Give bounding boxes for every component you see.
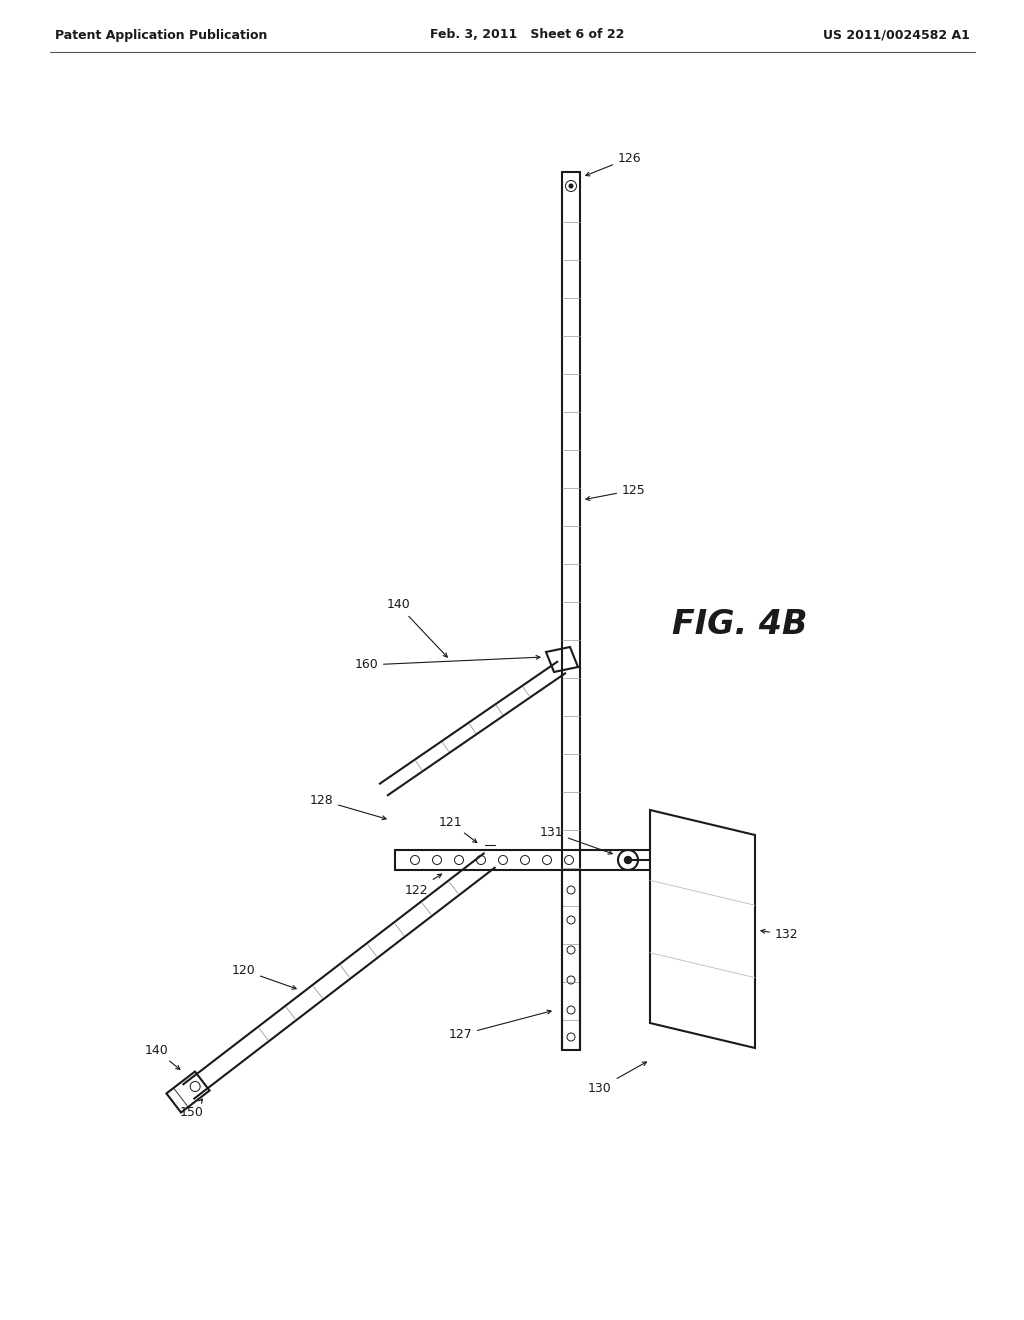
Text: 160: 160 [354, 656, 540, 672]
Text: Feb. 3, 2011   Sheet 6 of 22: Feb. 3, 2011 Sheet 6 of 22 [430, 29, 625, 41]
Text: 140: 140 [144, 1044, 180, 1069]
Text: 126: 126 [586, 152, 642, 176]
Text: Patent Application Publication: Patent Application Publication [55, 29, 267, 41]
Circle shape [625, 857, 632, 863]
Text: 125: 125 [586, 483, 646, 500]
Text: 121: 121 [438, 816, 477, 842]
Text: 140: 140 [386, 598, 447, 657]
Text: US 2011/0024582 A1: US 2011/0024582 A1 [823, 29, 970, 41]
Text: FIG. 4B: FIG. 4B [672, 609, 808, 642]
Text: 150: 150 [180, 1100, 204, 1118]
Text: 131: 131 [540, 825, 612, 854]
Text: 128: 128 [309, 793, 386, 820]
Circle shape [569, 185, 572, 187]
Text: 120: 120 [231, 964, 296, 989]
Text: 130: 130 [588, 1063, 646, 1094]
Text: 132: 132 [761, 928, 799, 941]
Text: 127: 127 [449, 1010, 551, 1041]
Text: 122: 122 [404, 874, 441, 896]
